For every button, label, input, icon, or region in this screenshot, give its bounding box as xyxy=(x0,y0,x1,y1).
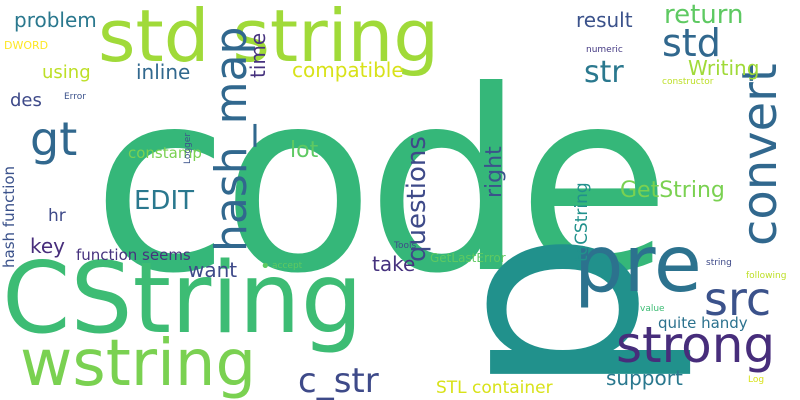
word-wstring: wstring xyxy=(20,327,257,400)
word-right: right xyxy=(482,146,507,198)
word-convert: convert xyxy=(732,63,788,246)
word-std: std xyxy=(662,21,721,65)
word-using: using xyxy=(42,62,91,83)
word-tools: Tools xyxy=(394,241,417,251)
word-c-str: c_str xyxy=(298,361,379,400)
word-compatible: compatible xyxy=(292,58,404,82)
word-numeric: numeric xyxy=(586,45,623,55)
word-lot: lot xyxy=(290,138,319,163)
word-return: return xyxy=(664,0,744,30)
word-following: following xyxy=(746,271,787,281)
word-tocstring: toCString xyxy=(572,182,592,262)
word-take: take xyxy=(372,252,416,276)
word-pre: pre xyxy=(574,220,702,310)
word-accept: accept xyxy=(272,261,303,271)
word-strong: strong xyxy=(616,316,776,374)
word-problem: problem xyxy=(14,8,97,32)
word-getstring: GetString xyxy=(620,178,725,203)
word-writing: Writing xyxy=(688,56,760,80)
word-quite-handy: quite handy xyxy=(658,314,748,332)
word-stl-container: STL container xyxy=(436,378,553,398)
word-constamp: constamp xyxy=(128,144,202,162)
word-string: string xyxy=(706,258,732,268)
word-time: time xyxy=(246,32,270,78)
word-getlasterror: GetLastError xyxy=(430,251,506,265)
word-edit: EDIT xyxy=(134,186,194,216)
word-support: support xyxy=(606,366,683,390)
word-logger: Logger xyxy=(183,132,193,164)
word-hash-function: hash function xyxy=(0,165,18,268)
word-hr: hr xyxy=(48,206,66,226)
word-value: value xyxy=(640,304,665,314)
word-src: src xyxy=(704,272,772,326)
word-error: Error xyxy=(64,92,86,102)
word-log: Log xyxy=(748,375,765,385)
word-key: key xyxy=(30,234,66,258)
word-code: code xyxy=(92,37,671,328)
word-result: result xyxy=(576,8,633,32)
word-dword: DWORD xyxy=(4,39,49,52)
word-gt: gt xyxy=(30,112,78,166)
word-constructor: constructor xyxy=(662,77,714,87)
word-str: str xyxy=(584,55,624,90)
word-function-seems: function seems xyxy=(76,246,191,264)
word-cstring: CString xyxy=(2,242,363,356)
word-dot: • xyxy=(260,256,271,277)
word-want: want xyxy=(188,258,238,282)
word-std-string: std string xyxy=(98,0,440,78)
word-inline: inline xyxy=(136,60,191,84)
word-des: des xyxy=(10,90,42,111)
